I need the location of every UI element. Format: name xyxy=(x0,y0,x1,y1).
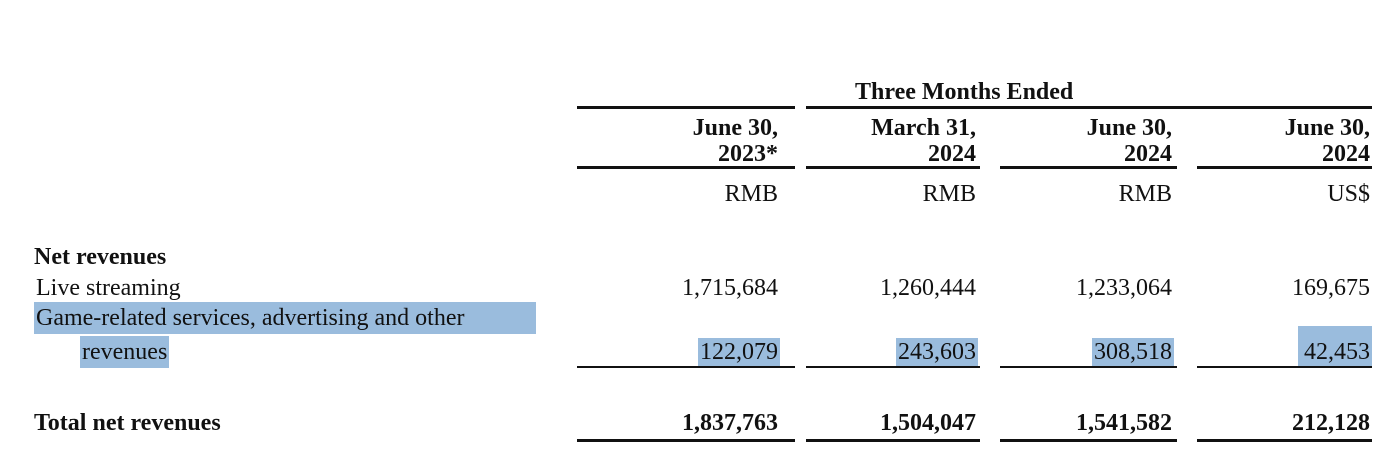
col3-date-line1: June 30, xyxy=(1086,115,1172,141)
cell: 1,260,444 xyxy=(880,275,976,301)
total-cell: 212,128 xyxy=(1292,410,1370,436)
divider xyxy=(1000,439,1177,442)
col3-date-line2: 2024 xyxy=(1124,141,1172,167)
cell: 1,715,684 xyxy=(682,275,778,301)
row-label-live-streaming: Live streaming xyxy=(36,275,181,301)
col3-currency: RMB xyxy=(1118,181,1172,207)
divider xyxy=(806,366,980,368)
total-cell: 1,504,047 xyxy=(880,410,976,436)
cell: 243,603 xyxy=(896,338,978,366)
col4-date-line2: 2024 xyxy=(1322,141,1370,167)
col4-currency: US$ xyxy=(1327,181,1370,207)
section-title: Net revenues xyxy=(34,244,167,270)
divider xyxy=(806,439,980,442)
divider xyxy=(1197,166,1372,169)
col2-currency: RMB xyxy=(922,181,976,207)
cell: 169,675 xyxy=(1292,275,1370,301)
total-cell: 1,837,763 xyxy=(682,410,778,436)
cell: 1,233,064 xyxy=(1076,275,1172,301)
divider xyxy=(806,106,1372,109)
col2-date-line1: March 31, xyxy=(871,115,976,141)
divider xyxy=(577,106,795,109)
cell: 42,453 xyxy=(1298,326,1372,366)
row-label-game-related-line1: Game-related services, advertising and o… xyxy=(34,302,536,334)
divider xyxy=(806,166,980,169)
col1-date-line2: 2023* xyxy=(718,141,778,167)
divider xyxy=(1197,366,1372,368)
col1-date-line1: June 30, xyxy=(692,115,778,141)
divider xyxy=(1000,366,1177,368)
cell: 122,079 xyxy=(698,338,780,366)
cell: 308,518 xyxy=(1092,338,1174,366)
row-label-game-related-line2: revenues xyxy=(80,336,170,368)
divider xyxy=(577,166,795,169)
total-label: Total net revenues xyxy=(34,410,221,436)
divider xyxy=(577,366,795,368)
divider xyxy=(1000,166,1177,169)
col1-currency: RMB xyxy=(724,181,778,207)
divider xyxy=(1197,439,1372,442)
total-cell: 1,541,582 xyxy=(1076,410,1172,436)
group-title: Three Months Ended xyxy=(855,79,1074,105)
divider xyxy=(577,439,795,442)
col2-date-line2: 2024 xyxy=(928,141,976,167)
col4-date-line1: June 30, xyxy=(1284,115,1370,141)
